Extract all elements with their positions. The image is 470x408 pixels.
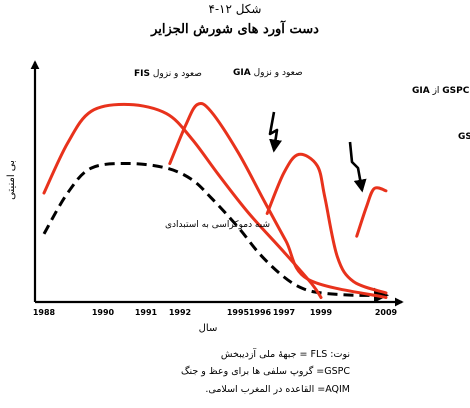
annotation-gspc: انشعاب های GSPC از GIA [412, 86, 470, 96]
x-tick-label: 1992 [169, 308, 191, 317]
note-fls: نوت: FLS = جبهۀ ملی آزدیبخش [220, 349, 350, 360]
aqim-arrow [348, 141, 367, 193]
series-line-2 [168, 101, 388, 299]
x-tick-label: 1991 [135, 308, 158, 317]
x-tick-label: 2009 [375, 308, 398, 317]
note-gspc: GSPC= گروپ سلفی ها برای وعظ و جنگ [181, 366, 350, 377]
annotation-fis: صعود و نزول FIS [134, 69, 202, 79]
x-tick-label: 1996 [249, 308, 272, 317]
figure-number: شکل ۱۲-۴ [208, 2, 262, 16]
annotation-aqim: تبدیل شد AQI-M به GSPC [458, 132, 470, 142]
y-axis-label: بی امنیتی [6, 160, 17, 200]
x-axis-label: سال [199, 323, 218, 334]
annotation-gia: صعود و نزول GIA [233, 68, 303, 78]
x-tick-label: 1997 [273, 308, 295, 317]
x-tick-label: 1995 [227, 308, 250, 317]
series-line-3 [265, 152, 388, 295]
note-aqim: AQIM= القاعده در المغرب اسلامی. [205, 384, 350, 395]
annotation-demo: شبه دموکراسی به استبدادی [165, 220, 270, 230]
gspc-arrow [268, 111, 282, 153]
figure-title: دست آورد های شورش الجزایر [151, 22, 319, 37]
x-tick-label: 1990 [92, 308, 115, 317]
x-tick-label: 1988 [33, 308, 56, 317]
series-line-4 [355, 186, 388, 238]
x-tick-label: 1999 [310, 308, 333, 317]
